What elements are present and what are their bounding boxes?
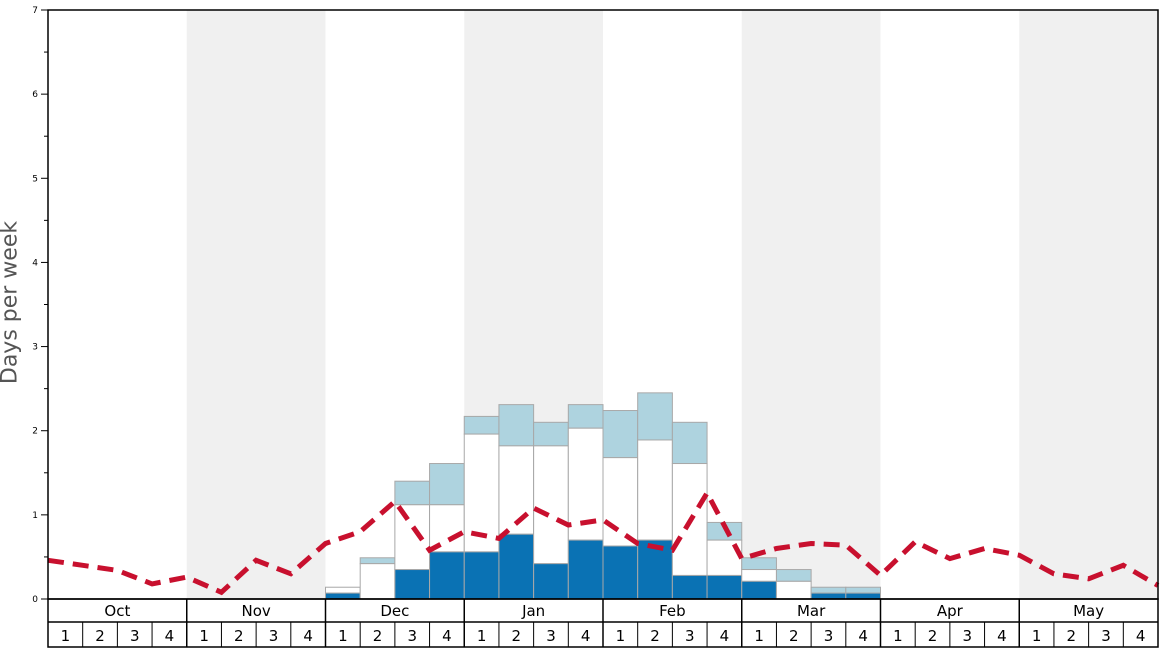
- bar-dark-13: [498, 533, 535, 600]
- y-axis: 0 1 2 3 4 5 6 7: [32, 6, 48, 605]
- week-label-apr-4: 4: [997, 627, 1007, 645]
- week-label-jan-1: 1: [477, 627, 487, 645]
- week-label-mar-3: 3: [824, 627, 834, 645]
- bar-dark-11: [429, 551, 465, 600]
- bar-white-8: [325, 586, 361, 594]
- y-tick-label-2: 2: [32, 427, 38, 437]
- week-label-jan-2: 2: [512, 627, 522, 645]
- month-label-dec: Dec: [380, 602, 409, 620]
- month-label-nov: Nov: [241, 602, 270, 620]
- bar-dark-18: [671, 574, 708, 600]
- x-axis: Oct 1 2 3 4 Nov 1 2 3 4 Dec 1 2 3 4 Jan 1 2 3 4 Feb 1 2 3 4 Mar 1 2…: [47, 598, 1159, 648]
- week-label-mar-1: 1: [754, 627, 764, 645]
- week-label-jan-4: 4: [581, 627, 591, 645]
- week-label-oct-1: 1: [61, 627, 71, 645]
- y-axis-label: Days per week: [0, 220, 23, 385]
- bar-white-17: [637, 439, 673, 541]
- y-tick-label-3: 3: [32, 343, 38, 353]
- bar-white-16: [602, 457, 639, 547]
- week-label-oct-2: 2: [95, 627, 105, 645]
- bar-light-16: [602, 410, 639, 459]
- month-label-apr: Apr: [937, 602, 964, 620]
- bar-white-21: [775, 580, 812, 600]
- week-label-may-3: 3: [1101, 627, 1111, 645]
- y-tick-label-5: 5: [32, 174, 38, 184]
- bar-light-17: [637, 392, 673, 441]
- bar-white-20: [741, 569, 777, 582]
- week-label-dec-3: 3: [407, 627, 417, 645]
- week-label-apr-2: 2: [928, 627, 938, 645]
- y-tick-label-4: 4: [32, 258, 38, 268]
- bar-dark-22: [810, 592, 847, 600]
- week-label-dec-2: 2: [373, 627, 383, 645]
- bar-light-13: [498, 404, 535, 447]
- bar-white-13: [498, 445, 535, 535]
- dashed-line: [47, 487, 1160, 596]
- month-label-mar: Mar: [797, 602, 826, 620]
- bar-white-10: [394, 504, 431, 571]
- bar-light-20: [741, 557, 777, 571]
- week-label-may-1: 1: [1032, 627, 1042, 645]
- y-tick-label-6: 6: [32, 90, 38, 100]
- week-label-may-4: 4: [1136, 627, 1146, 645]
- y-tick-label-7: 7: [32, 6, 38, 16]
- band-mar: [741, 10, 881, 599]
- bar-dark-12: [463, 551, 500, 600]
- week-label-mar-4: 4: [858, 627, 868, 645]
- dashed-line-series: [47, 487, 1160, 596]
- week-label-may-2: 2: [1067, 627, 1077, 645]
- y-tick-label-0: 0: [32, 595, 38, 605]
- week-label-feb-3: 3: [685, 627, 695, 645]
- bar-dark-19: [706, 574, 743, 600]
- week-label-oct-3: 3: [130, 627, 140, 645]
- bar-dark-20: [741, 580, 777, 600]
- bar-light-18: [671, 421, 708, 465]
- bar-white-12: [463, 433, 500, 553]
- week-label-nov-4: 4: [303, 627, 313, 645]
- bar-dark-23: [845, 592, 881, 600]
- month-bands: [186, 10, 1158, 599]
- week-label-apr-1: 1: [893, 627, 903, 645]
- bar-light-23: [845, 586, 881, 594]
- month-label-feb: Feb: [659, 602, 686, 620]
- band-may: [1019, 10, 1158, 599]
- bar-dark-10: [394, 569, 431, 600]
- bar-light-11: [429, 463, 465, 506]
- bar-dark-15: [567, 539, 604, 600]
- week-label-nov-3: 3: [269, 627, 279, 645]
- bar-light-22: [810, 586, 847, 594]
- bar-light-9: [359, 557, 396, 565]
- bar-light-12: [463, 415, 500, 435]
- bar-white-9: [359, 563, 396, 600]
- week-label-nov-2: 2: [234, 627, 244, 645]
- month-label-oct: Oct: [104, 602, 130, 620]
- week-label-apr-3: 3: [962, 627, 972, 645]
- bar-light-15: [567, 404, 604, 429]
- band-nov: [186, 10, 326, 599]
- week-label-dec-4: 4: [442, 627, 452, 645]
- bar-light-21: [775, 569, 812, 582]
- month-label-may: May: [1073, 602, 1104, 620]
- bars: [325, 392, 881, 600]
- week-label-mar-2: 2: [789, 627, 799, 645]
- bar-light-10: [394, 480, 431, 506]
- week-label-jan-3: 3: [546, 627, 556, 645]
- week-label-feb-1: 1: [616, 627, 626, 645]
- month-label-jan: Jan: [521, 602, 545, 620]
- week-label-nov-1: 1: [199, 627, 209, 645]
- bar-dark-14: [533, 563, 569, 600]
- bar-white-14: [533, 445, 569, 565]
- bar-dark-16: [602, 545, 639, 600]
- bar-light-14: [533, 421, 569, 447]
- y-tick-label-1: 1: [32, 511, 38, 521]
- week-label-feb-2: 2: [650, 627, 660, 645]
- week-label-oct-4: 4: [165, 627, 175, 645]
- week-label-dec-1: 1: [338, 627, 348, 645]
- bar-dark-8: [325, 592, 361, 600]
- week-label-feb-4: 4: [720, 627, 730, 645]
